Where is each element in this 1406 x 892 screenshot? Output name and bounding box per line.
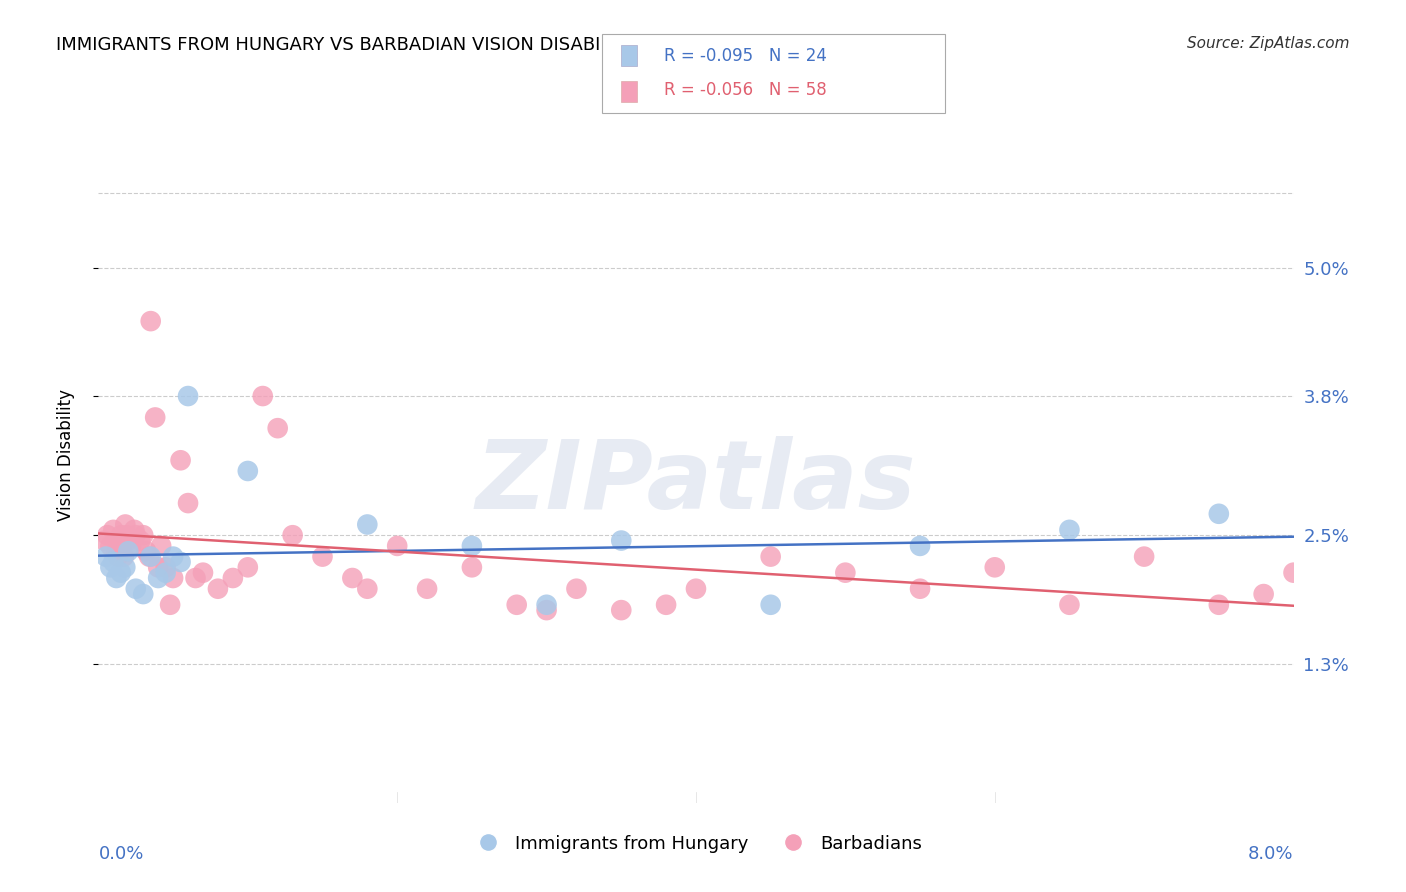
- Point: [342, 571, 364, 585]
- Point: [155, 566, 177, 580]
- Point: [138, 549, 160, 564]
- Point: [461, 560, 484, 574]
- Point: [110, 528, 132, 542]
- Point: [93, 533, 115, 548]
- Point: [148, 560, 170, 574]
- Text: 0.0%: 0.0%: [98, 845, 143, 863]
- Point: [132, 528, 155, 542]
- Point: [117, 544, 139, 558]
- Point: [105, 544, 128, 558]
- Point: [162, 571, 184, 585]
- Point: [416, 582, 439, 596]
- Point: [1208, 598, 1230, 612]
- Point: [162, 549, 184, 564]
- Point: [96, 528, 118, 542]
- Y-axis label: Vision Disability: Vision Disability: [56, 389, 75, 521]
- Point: [984, 560, 1007, 574]
- Point: [1059, 523, 1081, 537]
- Point: [169, 453, 191, 467]
- Point: [98, 539, 122, 553]
- Point: [236, 560, 259, 574]
- Point: [207, 582, 229, 596]
- Point: [356, 582, 378, 596]
- Point: [311, 549, 333, 564]
- Point: [150, 539, 173, 553]
- Point: [139, 314, 162, 328]
- Point: [236, 464, 259, 478]
- Point: [536, 603, 558, 617]
- Point: [177, 389, 200, 403]
- Point: [103, 523, 125, 537]
- Point: [124, 523, 146, 537]
- Point: [125, 528, 148, 542]
- Point: [114, 517, 136, 532]
- Point: [191, 566, 214, 580]
- Point: [610, 533, 633, 548]
- Point: [129, 533, 152, 548]
- Point: [267, 421, 290, 435]
- Text: R = -0.095   N = 24: R = -0.095 N = 24: [664, 47, 827, 65]
- Point: [139, 549, 162, 564]
- Text: IMMIGRANTS FROM HUNGARY VS BARBADIAN VISION DISABILITY CORRELATION CHART: IMMIGRANTS FROM HUNGARY VS BARBADIAN VIS…: [56, 36, 838, 54]
- Point: [94, 549, 117, 564]
- Point: [117, 533, 139, 548]
- Point: [111, 539, 134, 553]
- Point: [759, 598, 782, 612]
- Point: [281, 528, 304, 542]
- Point: [135, 544, 157, 558]
- Legend: Immigrants from Hungary, Barbadians: Immigrants from Hungary, Barbadians: [463, 828, 929, 860]
- Point: [98, 560, 122, 574]
- Point: [1059, 598, 1081, 612]
- Point: [222, 571, 245, 585]
- Text: ZIPatlas: ZIPatlas: [475, 436, 917, 529]
- Point: [908, 539, 931, 553]
- Point: [1208, 507, 1230, 521]
- Point: [184, 571, 207, 585]
- Text: 8.0%: 8.0%: [1249, 845, 1294, 863]
- Point: [112, 549, 135, 564]
- Point: [132, 587, 155, 601]
- Point: [655, 598, 678, 612]
- Point: [125, 582, 148, 596]
- Point: [1282, 566, 1305, 580]
- Point: [103, 555, 125, 569]
- Point: [159, 598, 181, 612]
- Point: [169, 555, 191, 569]
- Point: [685, 582, 707, 596]
- Point: [105, 571, 128, 585]
- Point: [908, 582, 931, 596]
- Point: [148, 571, 170, 585]
- Point: [1133, 549, 1156, 564]
- Point: [110, 566, 132, 580]
- Point: [506, 598, 529, 612]
- Point: [1253, 587, 1275, 601]
- Point: [252, 389, 274, 403]
- Point: [155, 560, 177, 574]
- Point: [536, 598, 558, 612]
- Point: [114, 560, 136, 574]
- Point: [120, 539, 142, 553]
- Point: [356, 517, 378, 532]
- Point: [759, 549, 782, 564]
- Point: [461, 539, 484, 553]
- Point: [610, 603, 633, 617]
- Point: [177, 496, 200, 510]
- Point: [108, 533, 131, 548]
- Point: [143, 410, 166, 425]
- Point: [115, 528, 138, 542]
- Point: [107, 549, 129, 564]
- Point: [385, 539, 409, 553]
- Point: [565, 582, 588, 596]
- Text: Source: ZipAtlas.com: Source: ZipAtlas.com: [1187, 36, 1350, 51]
- Point: [834, 566, 856, 580]
- Text: R = -0.056   N = 58: R = -0.056 N = 58: [664, 81, 827, 99]
